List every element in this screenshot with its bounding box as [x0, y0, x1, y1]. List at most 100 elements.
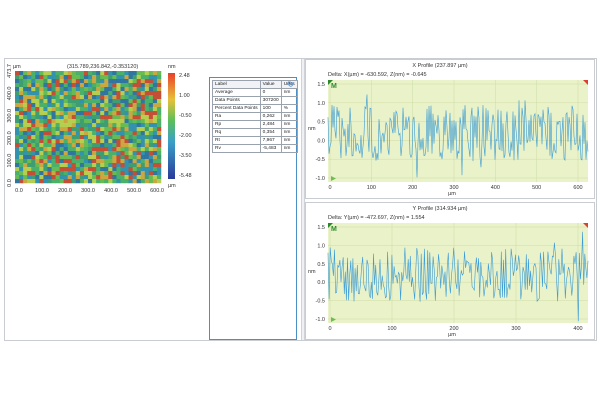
map-y-tick: 100.0	[7, 154, 13, 168]
y-tick-label: -1.0	[316, 176, 325, 182]
row-value: 0,354	[259, 128, 282, 137]
colorbar-tick: 1.00	[179, 93, 190, 99]
x-profile-title: X Profile (237.897 µm)	[412, 63, 467, 69]
row-value: 2,484	[259, 120, 282, 129]
table-row: Data Points 307200	[212, 96, 298, 105]
refresh-icon[interactable]: ↻	[287, 80, 294, 89]
table-row: Rt 7,967 nm	[212, 136, 298, 145]
col-header-value: Value	[259, 80, 282, 89]
marker-arrow-icon[interactable]	[331, 317, 336, 322]
coord-readout: (315.789,236.842,-0.353120)	[67, 64, 138, 70]
corner-marker-icon	[583, 223, 588, 228]
y-tick-label: -1.0	[316, 317, 325, 323]
surface-map-panel: µm (315.789,236.842,-0.353120) nm 0.0 100…	[7, 64, 192, 194]
colorbar-tick: -0.50	[179, 113, 192, 119]
map-x-tick: 500.0	[127, 188, 141, 194]
row-unit: nm	[280, 136, 298, 145]
y-delta-readout: Delta: Y(µm) = -472.697, Z(nm) = 1.554	[328, 215, 425, 221]
row-value: 100	[259, 104, 282, 113]
table-row: Average 0 nm	[212, 88, 298, 97]
row-value: -5,483	[259, 144, 282, 153]
table-row: Rq 0,354 nm	[212, 128, 298, 137]
row-label: Data Points	[212, 96, 261, 105]
x-tick-label: 400	[573, 326, 582, 332]
statistics-panel: Label Value Units Average 0 nm Data Points…	[209, 77, 298, 340]
x-tick-label: 200	[408, 185, 417, 191]
row-unit: %	[280, 104, 298, 113]
y-tick-label: 0.0	[317, 280, 325, 286]
profile-trace	[327, 231, 589, 322]
y-tick-label: -0.5	[316, 299, 325, 305]
map-x-tick: 100.0	[35, 188, 49, 194]
splitter[interactable]	[301, 59, 305, 340]
y-tick-label: -0.5	[316, 157, 325, 163]
row-unit: nm	[280, 120, 298, 129]
map-y-tick: 300.0	[7, 109, 13, 123]
row-value: 7,967	[259, 136, 282, 145]
y-x-unit: µm	[448, 332, 456, 338]
marker-label[interactable]: M	[331, 226, 337, 233]
x-x-unit: µm	[448, 191, 456, 197]
row-unit: nm	[280, 144, 298, 153]
map-x-tick: 600.0	[150, 188, 164, 194]
x-tick-label: 0	[328, 326, 331, 332]
corner-marker-icon	[328, 223, 333, 228]
table-row: Ra 0,262 nm	[212, 112, 298, 121]
y-tick-label: 1.5	[317, 82, 325, 88]
row-label: Percent Data Points	[212, 104, 261, 113]
y-tick-label: 0.5	[317, 120, 325, 126]
colorbar-tick: -2.00	[179, 133, 192, 139]
row-value: 307200	[259, 96, 282, 105]
row-value: 0,262	[259, 112, 282, 121]
y-tick-label: 1.0	[317, 243, 325, 249]
map-y-tick: 200.0	[7, 131, 13, 145]
map-y-unit: µm	[13, 64, 21, 70]
y-tick-label: 1.0	[317, 101, 325, 107]
colorbar-tick: -3.50	[179, 153, 192, 159]
row-label: Rv	[212, 144, 261, 153]
colorbar	[168, 73, 175, 179]
x-tick-label: 100	[367, 185, 376, 191]
corner-marker-icon	[328, 80, 333, 85]
table-row: Rv -5,483 nm	[212, 144, 298, 153]
row-unit: nm	[280, 88, 298, 97]
x-y-unit: nm	[308, 126, 316, 132]
plot-area[interactable]	[328, 223, 588, 323]
y-tick-label: 0.0	[317, 138, 325, 144]
map-x-tick: 300.0	[81, 188, 95, 194]
colorbar-tick: 2.48	[179, 73, 190, 79]
row-unit: nm	[280, 128, 298, 137]
x-tick-label: 100	[387, 326, 396, 332]
row-label: Rq	[212, 128, 261, 137]
profile-trace	[327, 94, 589, 178]
row-unit	[280, 96, 298, 105]
x-tick-label: 0	[328, 185, 331, 191]
map-y-tick: 0.0	[7, 179, 13, 187]
x-tick-label: 500	[532, 185, 541, 191]
x-tick-label: 300	[449, 185, 458, 191]
map-x-tick: 200.0	[58, 188, 72, 194]
row-unit: nm	[280, 112, 298, 121]
y-tick-label: 0.5	[317, 262, 325, 268]
x-tick-label: 200	[449, 326, 458, 332]
x-tick-label: 600	[573, 185, 582, 191]
map-x-tick: 0.0	[15, 188, 23, 194]
col-header-label: Label	[212, 80, 261, 89]
x-tick-label: 300	[511, 326, 520, 332]
colorbar-unit-top: nm	[168, 64, 176, 70]
row-label: Rt	[212, 136, 261, 145]
colorbar-unit-bottom: µm	[168, 183, 176, 189]
marker-arrow-icon[interactable]	[331, 176, 336, 181]
y-profile-canvas: Y Profile (314.934 µm) Delta: Y(µm) = -4…	[308, 206, 589, 338]
heightmap-texture	[15, 71, 162, 184]
table-row: Rp 2,484 nm	[212, 120, 298, 129]
x-profile-plot: X Profile (237.897 µm) Delta: X(µm) = -6…	[305, 59, 595, 199]
main-window: µm (315.789,236.842,-0.353120) nm 0.0 100…	[4, 58, 597, 341]
x-delta-readout: Delta: X(µm) = -630.592, Z(nm) = -0.645	[328, 72, 427, 78]
x-tick-label: 400	[491, 185, 500, 191]
marker-label[interactable]: M	[331, 83, 337, 90]
corner-marker-icon	[583, 80, 588, 85]
y-tick-label: 1.5	[317, 225, 325, 231]
row-label: Ra	[212, 112, 261, 121]
map-y-tick: 400.0	[7, 87, 13, 101]
